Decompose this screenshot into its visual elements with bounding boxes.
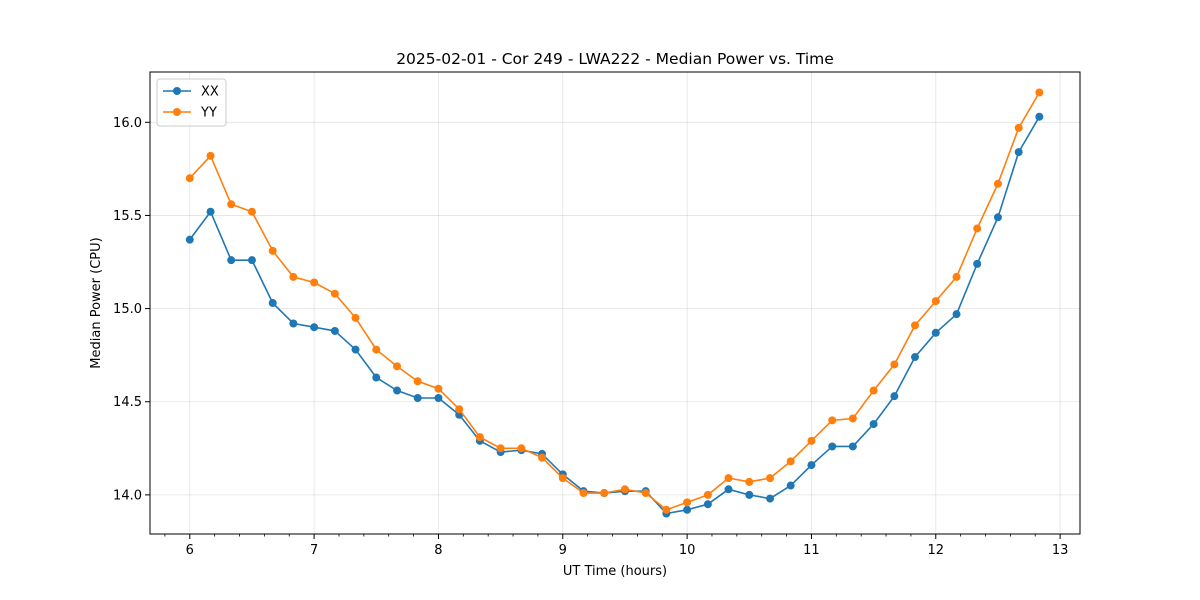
series-xx-point xyxy=(393,386,402,395)
series-xx-point xyxy=(413,394,422,403)
y-tick-label: 15.5 xyxy=(113,209,142,224)
series-xx-point xyxy=(289,319,298,328)
series-yy-point xyxy=(247,207,256,216)
series-yy-point xyxy=(993,179,1002,188)
y-tick-label: 15.0 xyxy=(113,302,142,317)
series-yy-point xyxy=(330,289,339,298)
legend-xx-label: XX xyxy=(201,85,219,100)
chart-title: 2025-02-01 - Cor 249 - LWA222 - Median P… xyxy=(396,50,834,68)
series-xx-point xyxy=(911,353,920,362)
series-xx-point xyxy=(206,207,215,216)
ticks-layer: 6 7 8 9 10 11 12 13 14.0 14.5 15.0 15.5 16.0 xyxy=(113,116,1068,558)
axes-frame xyxy=(149,71,1081,535)
series-yy-point xyxy=(496,444,505,453)
series-yy-point xyxy=(724,474,733,483)
series-yy-point xyxy=(517,444,526,453)
x-tick-label: 7 xyxy=(310,543,318,558)
series-yy-point xyxy=(413,377,422,386)
y-tick-label: 14.5 xyxy=(113,395,142,410)
series-yy-point xyxy=(185,174,194,183)
series-yy-point xyxy=(351,313,360,322)
series-xx-point xyxy=(268,299,277,307)
series-xx-point xyxy=(745,490,754,499)
series-yy-point xyxy=(558,474,567,483)
grid-layer xyxy=(150,72,1080,534)
x-tick-label: 11 xyxy=(803,543,820,558)
series-xx-point xyxy=(1035,112,1044,121)
series-yy-point xyxy=(766,474,775,483)
series-xx-point xyxy=(372,373,381,382)
series-layer xyxy=(185,88,1044,518)
series-xx-point xyxy=(247,256,256,265)
y-tick-label: 14.0 xyxy=(113,488,142,503)
legend-yy-label: YY xyxy=(200,106,217,121)
x-tick-label: 13 xyxy=(1052,543,1069,558)
series-yy-point xyxy=(600,489,609,498)
series-yy-point xyxy=(807,436,816,445)
series-yy-point xyxy=(579,489,588,498)
series-yy-point xyxy=(538,453,547,462)
series-yy-point xyxy=(890,360,899,369)
y-axis-label: Median Power (CPU) xyxy=(89,237,104,368)
series-xx-point xyxy=(890,392,899,401)
legend-yy-marker xyxy=(173,108,181,116)
series-yy-point xyxy=(662,505,671,514)
series-yy-point xyxy=(475,433,484,442)
series-yy-point xyxy=(310,278,319,287)
series-xx-point xyxy=(973,259,982,268)
series-xx-point xyxy=(330,326,339,335)
series-yy-point xyxy=(206,151,215,160)
series-yy-point xyxy=(911,321,920,330)
series-yy-point xyxy=(786,457,795,466)
series-xx-point xyxy=(786,481,795,490)
series-xx-point xyxy=(766,494,775,503)
series-yy-point xyxy=(952,272,961,281)
series-xx-point xyxy=(227,256,236,265)
x-tick-label: 6 xyxy=(186,543,194,558)
x-tick-label: 12 xyxy=(928,543,945,558)
series-yy-point xyxy=(703,490,712,499)
series-yy-point xyxy=(434,384,443,393)
series-yy-point xyxy=(683,498,692,507)
series-yy-point xyxy=(268,246,277,255)
series-yy-point xyxy=(372,345,381,354)
series-xx-point xyxy=(703,500,712,509)
y-tick-label: 16.0 xyxy=(113,116,142,131)
series-xx-point xyxy=(683,505,692,514)
series-xx-point xyxy=(828,442,837,451)
legend-xx-marker xyxy=(173,87,181,95)
series-xx-point xyxy=(807,461,816,470)
series-xx-point xyxy=(993,213,1002,222)
series-xx-point xyxy=(869,420,878,429)
series-xx-point xyxy=(351,345,360,354)
series-yy-point xyxy=(828,416,837,425)
series-yy-point xyxy=(931,297,940,306)
series-yy-point xyxy=(393,362,402,371)
series-xx-point xyxy=(1014,148,1023,157)
series-yy-point xyxy=(1035,88,1044,97)
series-xx-point xyxy=(434,394,443,403)
series-xx-point xyxy=(952,310,961,319)
series-yy-point xyxy=(289,272,298,281)
series-yy-point xyxy=(620,485,629,494)
series-xx-point xyxy=(724,485,733,494)
legend: XX YY xyxy=(156,78,227,127)
series-xx-point xyxy=(310,323,319,332)
series-yy-point xyxy=(227,200,236,209)
series-yy-point xyxy=(973,224,982,233)
x-tick-label: 10 xyxy=(679,543,696,558)
series-yy-point xyxy=(1014,123,1023,132)
x-tick-label: 9 xyxy=(559,543,567,558)
x-axis-label: UT Time (hours) xyxy=(563,564,667,579)
series-yy-point xyxy=(869,386,878,395)
series-xx-point xyxy=(848,442,857,451)
series-xx-point xyxy=(185,235,194,244)
x-tick-label: 8 xyxy=(434,543,442,558)
series-yy-point xyxy=(641,489,650,498)
series-yy-point xyxy=(848,414,857,423)
series-yy-point xyxy=(455,405,464,414)
series-yy-point xyxy=(745,477,754,486)
series-xx-point xyxy=(931,328,940,337)
